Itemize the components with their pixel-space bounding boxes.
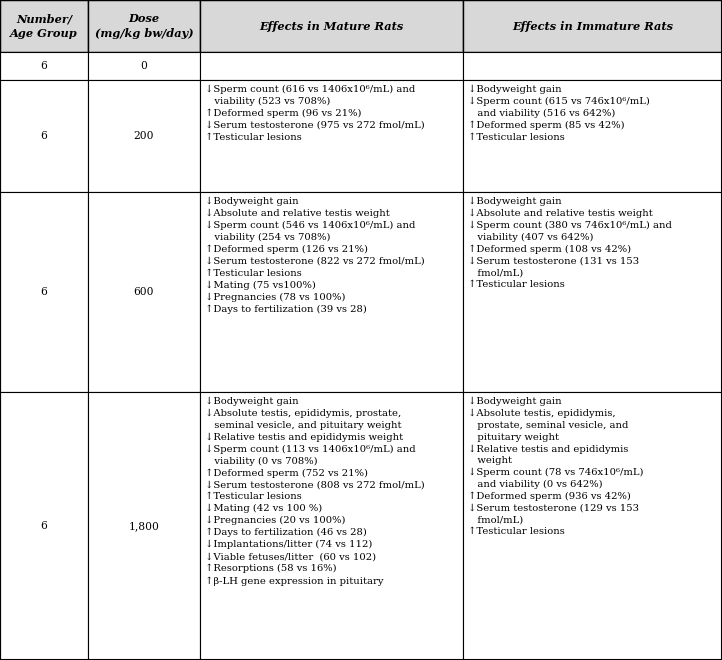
Text: ↓Bodyweight gain
↓Absolute and relative testis weight
↓Sperm count (546 vs 1406x: ↓Bodyweight gain ↓Absolute and relative … — [205, 197, 425, 314]
Bar — [463, 0, 722, 52]
Bar — [200, 0, 463, 52]
Text: 6: 6 — [40, 287, 48, 297]
Bar — [200, 392, 463, 660]
Text: 1,800: 1,800 — [129, 521, 160, 531]
Text: 0: 0 — [141, 61, 147, 71]
Bar — [0, 392, 88, 660]
Text: 600: 600 — [134, 287, 155, 297]
Bar — [88, 52, 200, 80]
Bar — [0, 0, 88, 52]
Bar — [88, 392, 200, 660]
Text: ↓Sperm count (616 vs 1406x10⁶/mL) and
   viability (523 vs 708%)
↑Deformed sperm: ↓Sperm count (616 vs 1406x10⁶/mL) and vi… — [205, 85, 425, 142]
Bar — [0, 80, 88, 192]
Bar — [463, 192, 722, 392]
Text: Dose
(mg/kg bw/day): Dose (mg/kg bw/day) — [95, 13, 193, 38]
Text: 6: 6 — [40, 521, 48, 531]
Text: 6: 6 — [40, 131, 48, 141]
Text: Effects in Mature Rats: Effects in Mature Rats — [259, 20, 404, 32]
Text: ↓Bodyweight gain
↓Absolute and relative testis weight
↓Sperm count (380 vs 746x1: ↓Bodyweight gain ↓Absolute and relative … — [468, 197, 672, 289]
Bar — [88, 192, 200, 392]
Bar — [0, 192, 88, 392]
Bar — [463, 80, 722, 192]
Text: ↓Bodyweight gain
↓Absolute testis, epididymis, prostate,
   seminal vesicle, and: ↓Bodyweight gain ↓Absolute testis, epidi… — [205, 397, 425, 585]
Bar — [463, 52, 722, 80]
Text: Number/
Age Group: Number/ Age Group — [10, 13, 78, 38]
Bar — [88, 0, 200, 52]
Bar — [200, 80, 463, 192]
Bar — [88, 80, 200, 192]
Text: Effects in Immature Rats: Effects in Immature Rats — [512, 20, 673, 32]
Text: 200: 200 — [134, 131, 155, 141]
Bar — [0, 52, 88, 80]
Bar — [200, 52, 463, 80]
Bar — [200, 192, 463, 392]
Text: 6: 6 — [40, 61, 48, 71]
Text: ↓Bodyweight gain
↓Sperm count (615 vs 746x10⁶/mL)
   and viability (516 vs 642%): ↓Bodyweight gain ↓Sperm count (615 vs 74… — [468, 85, 650, 142]
Bar — [463, 392, 722, 660]
Text: ↓Bodyweight gain
↓Absolute testis, epididymis,
   prostate, seminal vesicle, and: ↓Bodyweight gain ↓Absolute testis, epidi… — [468, 397, 643, 536]
